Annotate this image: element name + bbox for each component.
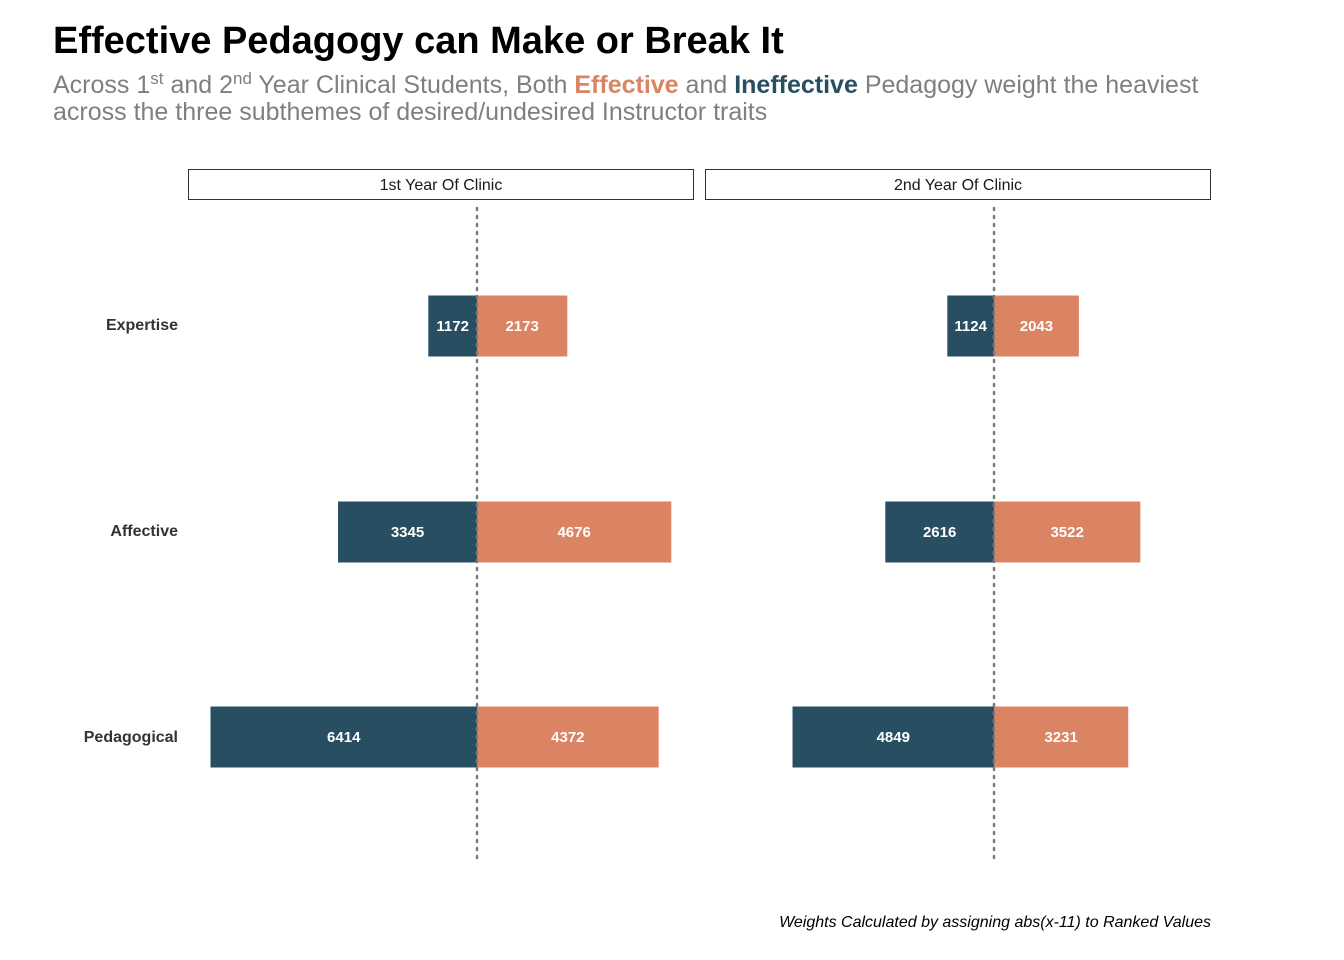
y-label-pedagogical: Pedagogical (83, 729, 178, 746)
bar-effective-affective-panel-2 (994, 501, 1141, 563)
subtitle-text-2: and 2 (163, 71, 234, 99)
subtitle-sup-1: st (150, 69, 164, 88)
bar-ineffective-pedagogical-panel-1 (210, 706, 478, 768)
bar-ineffective-expertise-panel-2 (947, 295, 994, 357)
value-label-ineffective-affective-panel-2: 2616 (923, 524, 956, 541)
chart-caption: Weights Calculated by assigning abs(x-11… (779, 914, 1211, 931)
bar-ineffective-expertise-panel-1 (428, 295, 477, 357)
value-label-effective-pedagogical-panel-2: 3231 (1044, 729, 1077, 746)
value-label-ineffective-pedagogical-panel-2: 4849 (877, 729, 910, 746)
chart-subtitle: Across 1st and 2nd Year Clinical Student… (53, 69, 1273, 126)
bar-effective-affective-panel-1 (477, 501, 672, 563)
bar-ineffective-pedagogical-panel-2 (792, 706, 994, 768)
panel-strip-1st-year: 1st Year Of Clinic (188, 169, 694, 200)
value-label-ineffective-pedagogical-panel-1: 6414 (327, 729, 361, 746)
value-label-ineffective-expertise-panel-1: 1172 (436, 318, 469, 335)
bar-effective-pedagogical-panel-2 (994, 706, 1129, 768)
subtitle-text-3: Year Clinical Students, Both (251, 71, 575, 99)
bar-effective-expertise-panel-2 (994, 295, 1079, 357)
value-label-effective-expertise-panel-2: 2043 (1020, 318, 1053, 335)
subtitle-text-5: Pedagogy weight the heaviest across the … (53, 71, 1199, 126)
value-label-ineffective-expertise-panel-2: 1124 (954, 318, 987, 335)
subtitle-ineffective-highlight: Ineffective (734, 71, 858, 99)
value-label-effective-affective-panel-2: 3522 (1050, 524, 1083, 541)
subtitle-text-1: Across 1 (53, 71, 151, 99)
chart-title: Effective Pedagogy can Make or Break It (53, 20, 784, 62)
subtitle-sup-2: nd (233, 69, 252, 88)
panel-strip-2nd-year: 2nd Year Of Clinic (705, 169, 1211, 200)
bar-ineffective-affective-panel-2 (885, 501, 994, 563)
y-label-affective: Affective (110, 523, 178, 540)
value-label-effective-pedagogical-panel-1: 4372 (551, 729, 584, 746)
subtitle-effective-highlight: Effective (574, 71, 679, 99)
value-label-effective-affective-panel-1: 4676 (557, 524, 590, 541)
value-label-ineffective-affective-panel-1: 3345 (391, 524, 424, 541)
y-label-expertise: Expertise (105, 317, 178, 334)
bar-effective-pedagogical-panel-1 (477, 706, 659, 768)
value-label-effective-expertise-panel-1: 2173 (505, 318, 538, 335)
bar-effective-expertise-panel-1 (477, 295, 568, 357)
bar-ineffective-affective-panel-1 (338, 501, 477, 563)
subtitle-text-4: and (678, 71, 735, 99)
